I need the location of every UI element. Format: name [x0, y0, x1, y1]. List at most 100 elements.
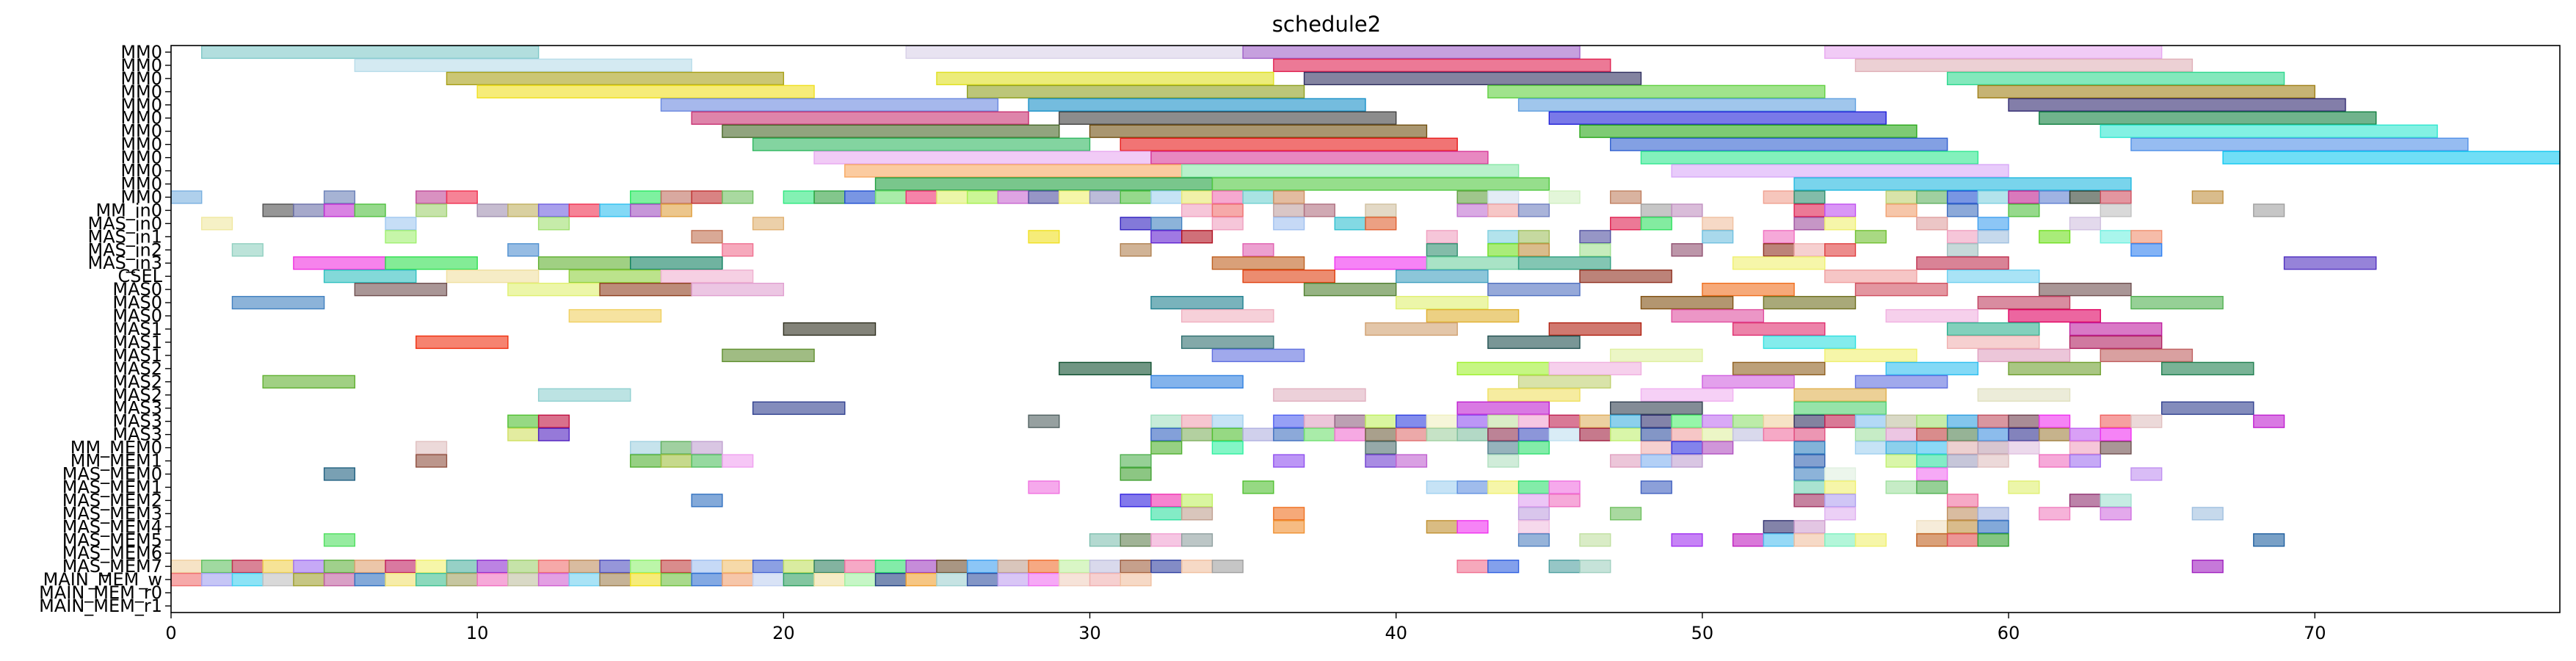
task-bar — [1885, 454, 1918, 468]
y-tick-label: MAS0 — [112, 306, 162, 326]
task-bar — [1548, 427, 1581, 441]
y-tick-label: MM_MEM0 — [70, 438, 162, 458]
task-bar — [1273, 507, 1305, 521]
task-bar — [1211, 441, 1244, 455]
task-bar — [691, 441, 723, 455]
task-bar — [936, 190, 968, 204]
y-tick-label: MM0 — [120, 161, 162, 181]
task-bar — [1640, 427, 1672, 441]
task-bar — [1180, 494, 1213, 508]
task-bar — [1946, 335, 2040, 350]
task-bar — [844, 560, 877, 574]
task-bar — [1487, 190, 1520, 204]
task-bar — [446, 270, 540, 283]
task-bar — [1303, 203, 1335, 217]
y-tick-label: MAIN_MEM_r1 — [39, 596, 162, 616]
task-bar — [783, 190, 815, 204]
task-bar — [1211, 217, 1244, 231]
task-bar — [323, 203, 356, 217]
task-bar — [1180, 414, 1213, 428]
task-bar — [936, 572, 968, 587]
y-tick-label: MM0 — [120, 187, 162, 207]
task-bar — [2039, 190, 2071, 204]
task-bar — [1548, 322, 1642, 336]
task-bar — [1517, 414, 1550, 428]
task-bar — [507, 572, 540, 587]
task-bar — [1793, 190, 1826, 204]
y-tick-label: MAS2 — [112, 358, 162, 379]
task-bar — [416, 560, 448, 574]
task-bar — [1946, 270, 2040, 283]
task-bar — [1610, 137, 1948, 151]
task-bar — [231, 243, 264, 257]
task-bar — [1517, 98, 1857, 112]
task-bar — [476, 84, 815, 98]
task-bar — [568, 270, 662, 283]
task-bar — [262, 560, 294, 574]
task-bar — [1702, 375, 1795, 389]
task-bar — [1640, 454, 1672, 468]
task-bar — [1426, 427, 1458, 441]
task-bar — [1793, 217, 1826, 231]
task-bar — [630, 203, 662, 217]
task-bar — [537, 388, 631, 402]
task-bar — [1150, 560, 1183, 574]
task-bar — [2008, 480, 2040, 494]
task-bar — [1517, 441, 1550, 455]
y-tick-label: MAIN_MEM_r0 — [39, 582, 162, 603]
task-bar — [1640, 388, 1734, 402]
task-bar — [1334, 427, 1366, 441]
task-bar — [201, 217, 233, 231]
task-bar — [1824, 507, 1857, 521]
task-bar — [1242, 427, 1274, 441]
task-bar — [1824, 348, 1918, 363]
task-bar — [1517, 533, 1550, 547]
task-bar — [1273, 58, 1611, 73]
task-bar — [783, 322, 877, 336]
task-bar — [630, 190, 662, 204]
task-bar — [2008, 98, 2346, 112]
task-bar — [231, 572, 264, 587]
task-bar — [1150, 295, 1244, 310]
task-bar — [2008, 308, 2101, 323]
task-bar — [1702, 414, 1734, 428]
y-tick-label: MAS0 — [112, 279, 162, 300]
task-bar — [1977, 84, 2315, 98]
task-bar — [1793, 454, 1826, 468]
task-bar — [599, 283, 692, 297]
plot-frame — [170, 45, 2561, 613]
task-bar — [1548, 480, 1581, 494]
task-bar — [1671, 308, 1765, 323]
task-bar — [1456, 414, 1489, 428]
task-bar — [783, 572, 815, 587]
y-tick-label: MAS_in0 — [87, 213, 162, 234]
task-bar — [1365, 203, 1397, 217]
task-bar — [1854, 533, 1887, 547]
task-bar — [1487, 414, 1520, 428]
task-bar — [936, 560, 968, 574]
task-bar — [354, 203, 386, 217]
y-tick-label: MAS2 — [112, 385, 162, 405]
x-tick-label: 60 — [1998, 623, 2020, 643]
task-bar — [1640, 414, 1672, 428]
task-bar — [1334, 256, 1428, 270]
task-bar — [2039, 454, 2071, 468]
task-bar — [1517, 230, 1550, 244]
task-bar — [1732, 322, 1826, 336]
task-bar — [1426, 256, 1520, 270]
task-bar — [691, 283, 785, 297]
task-bar — [2008, 361, 2101, 375]
task-bar — [2100, 441, 2132, 455]
task-bar — [568, 560, 601, 574]
task-bar — [1180, 308, 1274, 323]
task-bar — [1671, 454, 1703, 468]
task-bar — [1640, 203, 1672, 217]
task-bar — [1548, 111, 1887, 125]
task-bar — [1303, 283, 1397, 297]
task-bar — [1763, 335, 1857, 350]
task-bar — [1120, 217, 1152, 231]
x-tick-label: 50 — [1691, 623, 1714, 643]
task-bar — [1180, 533, 1213, 547]
task-bar — [1120, 560, 1152, 574]
task-bar — [1579, 270, 1672, 283]
